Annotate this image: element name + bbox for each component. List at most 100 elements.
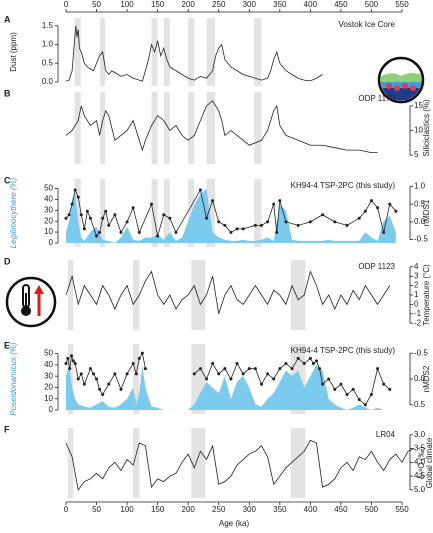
panel-letter: A <box>4 14 11 24</box>
y2-tick-label: -0.5 <box>414 348 428 357</box>
y2-tick-label: -0.5 <box>414 235 428 244</box>
y2-tick-label: 15 <box>414 101 423 110</box>
y2-tick-label: 4 <box>414 262 419 271</box>
point <box>107 382 111 386</box>
x-tick-label: 100 <box>120 0 134 9</box>
point <box>394 209 398 213</box>
interglacial-band <box>206 179 216 247</box>
y-tick-label: 0.0 <box>42 77 54 86</box>
y2-tick-label: 1.0 <box>414 182 426 191</box>
point <box>125 372 129 376</box>
point <box>363 403 367 407</box>
interglacial-band <box>188 179 195 247</box>
y-tick-label: 0 <box>49 405 54 414</box>
x-tick-label: 50 <box>92 505 101 514</box>
point <box>88 367 92 371</box>
panel-letter: B <box>4 88 11 98</box>
x-tick-label: 250 <box>212 505 226 514</box>
y-tick-label: 10 <box>44 227 53 236</box>
x-tick-label: 300 <box>243 0 257 9</box>
point <box>229 230 233 234</box>
panel-letter: E <box>4 340 10 350</box>
interglacial-band <box>133 260 140 330</box>
point <box>101 393 105 396</box>
point <box>275 230 279 234</box>
y2-tick-label: 3 <box>414 271 419 280</box>
point <box>235 227 239 231</box>
point <box>253 367 257 371</box>
y2-axis-label: Siliciclastics (%) <box>422 99 431 157</box>
line <box>65 270 391 314</box>
x-tick-label: 400 <box>304 505 318 514</box>
point <box>137 230 141 234</box>
point <box>229 377 233 381</box>
point <box>73 188 77 192</box>
x-tick-label: 300 <box>243 505 257 514</box>
point <box>82 227 86 231</box>
point <box>241 227 245 231</box>
x-tick-label: 200 <box>182 0 196 9</box>
interglacial-band <box>254 18 262 86</box>
y-tick-label: 40 <box>44 360 53 369</box>
area <box>66 364 390 410</box>
point <box>382 230 386 234</box>
point <box>211 362 215 365</box>
y-tick-label: 0.5 <box>42 58 54 67</box>
point <box>68 367 72 371</box>
point <box>308 220 312 224</box>
point <box>143 367 147 371</box>
y-tick-label: 50 <box>44 184 53 193</box>
point <box>272 202 276 206</box>
y-tick-label: 1.5 <box>42 21 54 30</box>
point <box>345 223 349 227</box>
point <box>357 398 361 402</box>
y-tick-label: 10 <box>44 394 53 403</box>
bands-layer <box>67 18 306 498</box>
point <box>73 362 77 365</box>
x-axis-label: Age (ka) <box>219 519 250 528</box>
point <box>95 377 99 381</box>
point <box>131 362 135 365</box>
interglacial-band <box>67 428 74 498</box>
x-tick-label: 450 <box>334 505 348 514</box>
interglacial-band <box>151 92 158 164</box>
panel-title: ODP 1123 <box>358 262 395 271</box>
interglacial-band <box>254 92 262 164</box>
point <box>278 367 282 371</box>
y-tick-label: 30 <box>44 371 53 380</box>
point <box>150 202 154 206</box>
y2-axis-label: δ¹⁸O (‰) <box>417 447 426 480</box>
interglacial-band <box>163 92 170 164</box>
point <box>67 213 71 217</box>
point <box>205 377 209 381</box>
point <box>272 377 276 381</box>
y2-tick-label: 10 <box>414 126 423 135</box>
interglacial-band <box>67 260 74 330</box>
interglacial-band <box>206 18 216 86</box>
point <box>88 216 92 220</box>
point <box>137 356 141 360</box>
point <box>69 354 73 358</box>
interglacial-band <box>163 179 170 247</box>
point <box>131 206 135 210</box>
point <box>351 387 355 391</box>
panel-letter: D <box>4 256 11 266</box>
point <box>284 220 288 224</box>
point <box>64 362 68 365</box>
y-axis-label: Poseidonamicus (%) <box>9 342 18 416</box>
point <box>266 220 270 224</box>
interglacial-band <box>100 179 106 247</box>
x-tick-label: 350 <box>273 0 287 9</box>
x-tick-label: 150 <box>151 505 165 514</box>
y-tick-label: 1.0 <box>42 40 54 49</box>
y2-tick-label: 0.5 <box>414 400 426 409</box>
x-tick-label: 450 <box>334 0 348 9</box>
interglacial-band <box>151 179 158 247</box>
interglacial-band <box>133 428 140 498</box>
point <box>217 220 221 224</box>
point <box>223 367 227 371</box>
point <box>162 213 166 217</box>
y-tick-label: 40 <box>44 194 53 203</box>
point <box>253 223 257 227</box>
